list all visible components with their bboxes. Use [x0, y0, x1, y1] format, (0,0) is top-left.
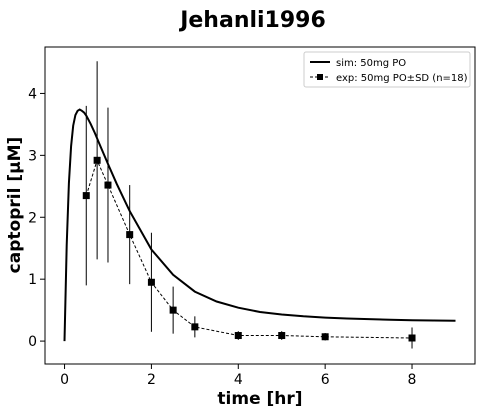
- data-point: [82, 192, 90, 200]
- y-tick-label: 0: [28, 334, 37, 350]
- data-point: [321, 333, 329, 341]
- y-tick-label: 4: [28, 86, 37, 102]
- data-point: [408, 334, 416, 342]
- data-point: [278, 332, 286, 340]
- x-tick-label: 4: [234, 372, 243, 388]
- data-point: [104, 181, 112, 189]
- legend-label-exp: exp: 50mg PO±SD (n=18): [336, 73, 468, 84]
- data-point: [169, 306, 177, 314]
- data-point: [126, 231, 134, 239]
- chart-title: Jehanli1996: [178, 8, 326, 33]
- axes-frame: [44, 46, 476, 365]
- legend-label-sim: sim: 50mg PO: [336, 58, 406, 69]
- x-tick-label: 0: [60, 372, 69, 388]
- legend-marker-exp: [317, 74, 323, 80]
- data-point: [234, 332, 242, 340]
- x-tick-label: 6: [321, 372, 330, 388]
- sim-curve: [63, 108, 456, 342]
- x-tick-label: 2: [147, 372, 156, 388]
- data-point: [147, 278, 155, 286]
- y-tick-label: 2: [28, 210, 37, 226]
- data-markers: [82, 156, 416, 342]
- y-tick-label: 3: [28, 148, 37, 164]
- y-axis: 0 1 2 3 4: [28, 86, 45, 350]
- data-point: [191, 323, 199, 331]
- x-axis-label: time [hr]: [217, 389, 302, 409]
- x-axis: 0 2 4 6 8: [60, 364, 416, 388]
- y-axis-label: captopril [μM]: [5, 137, 25, 274]
- legend: sim: 50mg PO exp: 50mg PO±SD (n=18): [303, 51, 471, 88]
- data-point: [93, 156, 101, 164]
- x-tick-label: 8: [408, 372, 417, 388]
- plot-area: [44, 46, 476, 365]
- y-tick-label: 1: [28, 272, 37, 288]
- legend-box: [303, 51, 471, 88]
